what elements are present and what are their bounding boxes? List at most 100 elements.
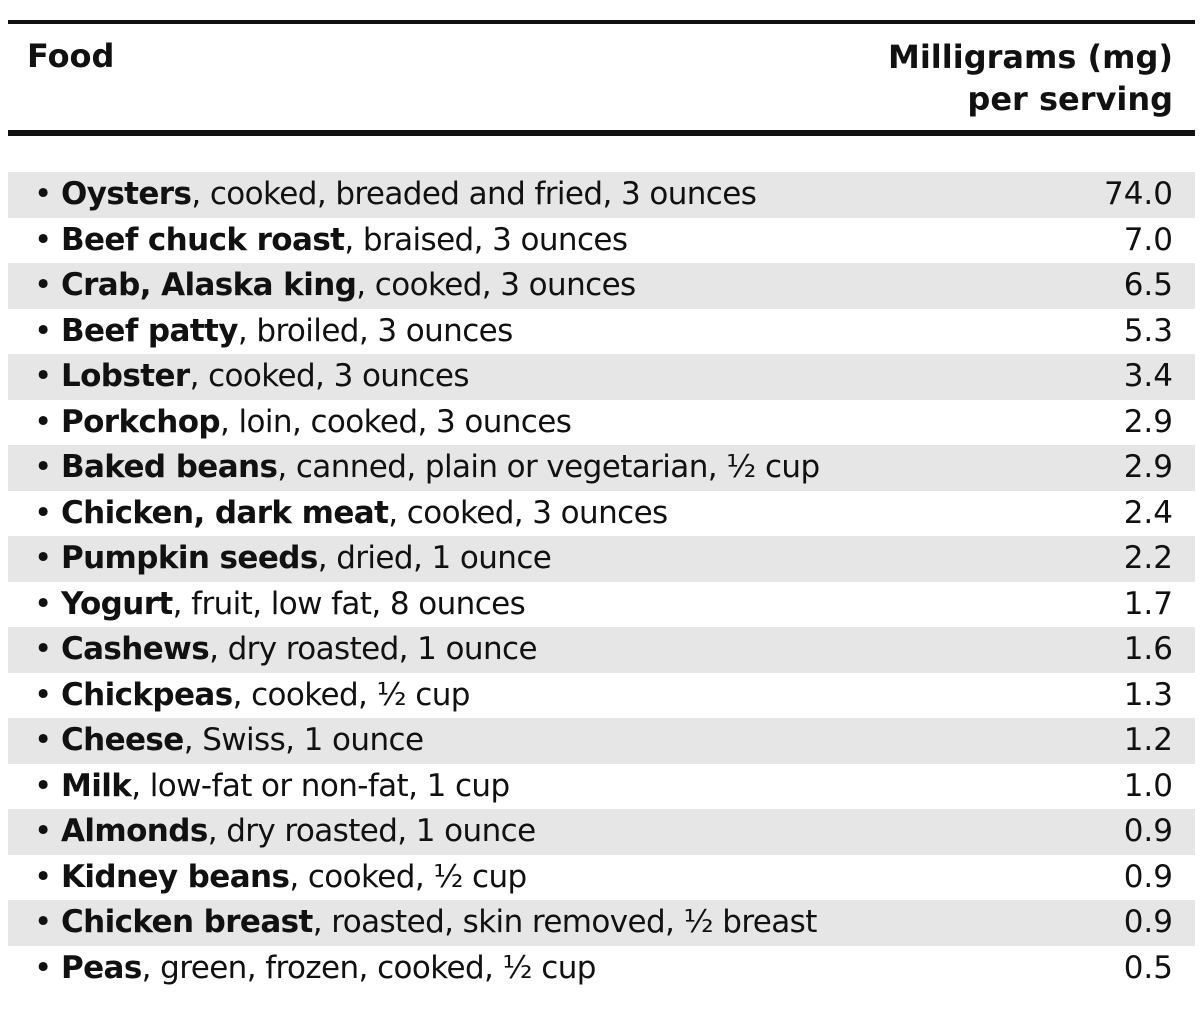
- food-detail: , roasted, skin removed, ½ breast: [312, 904, 818, 940]
- food-cell: • Baked beans, canned, plain or vegetari…: [34, 445, 820, 491]
- table-row: • Chicken breast, roasted, skin removed,…: [8, 900, 1195, 946]
- table-row: • Crab, Alaska king, cooked, 3 ounces 6.5: [8, 263, 1195, 309]
- food-name: Peas: [60, 949, 142, 986]
- column-header-milligrams: Milligrams (mg) per serving: [888, 36, 1173, 120]
- food-cell: • Almonds, dry roasted, 1 ounce: [34, 809, 536, 855]
- column-header-milligrams-line1: Milligrams (mg): [887, 38, 1173, 76]
- bullet: •: [34, 631, 52, 667]
- food-name: Chicken breast: [60, 904, 313, 940]
- bullet: •: [34, 221, 52, 258]
- food-detail: , broiled, 3 ounces: [237, 312, 513, 349]
- food-detail: , cooked, 3 ounces: [189, 358, 470, 394]
- bullet: •: [34, 312, 52, 349]
- table-row: • Pumpkin seeds, dried, 1 ounce 2.2: [8, 536, 1195, 582]
- milligrams-value: 5.3: [1123, 312, 1173, 349]
- milligrams-value: 7.0: [1123, 221, 1173, 258]
- table-row: • Beef chuck roast, braised, 3 ounces 7.0: [8, 218, 1195, 264]
- table-row: • Cheese, Swiss, 1 ounce 1.2: [8, 718, 1195, 764]
- food-cell: • Chickpeas, cooked, ½ cup: [34, 673, 470, 719]
- food-cell: • Peas, green, frozen, cooked, ½ cup: [34, 946, 596, 992]
- bullet: •: [34, 358, 52, 394]
- milligrams-value: 2.9: [1123, 403, 1173, 440]
- table-row: • Porkchop, loin, cooked, 3 ounces 2.9: [8, 400, 1195, 446]
- column-header-milligrams-line2: per serving: [967, 80, 1173, 118]
- food-detail: , cooked, ½ cup: [289, 858, 527, 895]
- bullet: •: [34, 267, 52, 303]
- bullet: •: [34, 676, 52, 713]
- milligrams-value: 1.3: [1123, 676, 1173, 713]
- milligrams-value: 2.4: [1123, 494, 1173, 531]
- food-name: Baked beans: [60, 449, 278, 485]
- milligrams-value: 1.7: [1123, 585, 1173, 622]
- food-cell: • Porkchop, loin, cooked, 3 ounces: [34, 400, 572, 446]
- food-cell: • Chicken, dark meat, cooked, 3 ounces: [34, 491, 668, 537]
- table-top-rule: [8, 20, 1195, 24]
- food-detail: , braised, 3 ounces: [344, 221, 628, 258]
- food-table-body: • Oysters, cooked, breaded and fried, 3 …: [8, 172, 1195, 991]
- food-name: Cashews: [60, 631, 210, 667]
- milligrams-value: 0.9: [1123, 858, 1173, 895]
- milligrams-value: 1.0: [1123, 767, 1173, 804]
- food-name: Beef patty: [60, 312, 239, 349]
- table-row: • Baked beans, canned, plain or vegetari…: [8, 445, 1195, 491]
- food-name: Oysters: [60, 176, 192, 212]
- food-detail: , canned, plain or vegetarian, ½ cup: [277, 449, 820, 485]
- table-row: • Oysters, cooked, breaded and fried, 3 …: [8, 172, 1195, 218]
- header-bottom-rule: [8, 130, 1195, 136]
- milligrams-value: 74.0: [1103, 176, 1173, 212]
- food-cell: • Pumpkin seeds, dried, 1 ounce: [34, 536, 552, 582]
- bullet: •: [34, 585, 52, 622]
- bullet: •: [34, 813, 52, 849]
- bullet: •: [34, 904, 52, 940]
- food-cell: • Beef patty, broiled, 3 ounces: [34, 309, 513, 355]
- food-cell: • Milk, low-fat or non-fat, 1 cup: [34, 764, 510, 810]
- food-name: Yogurt: [60, 585, 173, 622]
- table-row: • Cashews, dry roasted, 1 ounce 1.6: [8, 627, 1195, 673]
- bullet: •: [34, 858, 52, 895]
- food-cell: • Crab, Alaska king, cooked, 3 ounces: [34, 263, 636, 309]
- food-name: Crab, Alaska king: [60, 267, 357, 303]
- food-name: Kidney beans: [60, 858, 290, 895]
- food-detail: , low-fat or non-fat, 1 cup: [131, 767, 510, 804]
- food-cell: • Chicken breast, roasted, skin removed,…: [34, 900, 817, 946]
- table-row: • Chickpeas, cooked, ½ cup 1.3: [8, 673, 1195, 719]
- bullet: •: [34, 540, 52, 576]
- food-name: Cheese: [60, 722, 184, 758]
- food-cell: • Oysters, cooked, breaded and fried, 3 …: [34, 172, 757, 218]
- food-name: Porkchop: [60, 403, 221, 440]
- table-row: • Milk, low-fat or non-fat, 1 cup 1.0: [8, 764, 1195, 810]
- food-name: Chickpeas: [60, 676, 233, 713]
- table-row: • Almonds, dry roasted, 1 ounce 0.9: [8, 809, 1195, 855]
- food-detail: , dried, 1 ounce: [317, 540, 552, 576]
- food-cell: • Kidney beans, cooked, ½ cup: [34, 855, 527, 901]
- milligrams-value: 1.2: [1123, 722, 1173, 758]
- food-name: Milk: [60, 767, 132, 804]
- table-row: • Kidney beans, cooked, ½ cup 0.9: [8, 855, 1195, 901]
- food-detail: , dry roasted, 1 ounce: [209, 631, 537, 667]
- milligrams-value: 6.5: [1123, 267, 1173, 303]
- food-cell: • Cheese, Swiss, 1 ounce: [34, 718, 424, 764]
- food-name: Pumpkin seeds: [60, 540, 318, 576]
- table-row: • Chicken, dark meat, cooked, 3 ounces 2.…: [8, 491, 1195, 537]
- column-header-food: Food: [27, 37, 115, 75]
- bullet: •: [34, 176, 52, 212]
- bullet: •: [34, 949, 52, 986]
- bullet: •: [34, 449, 52, 485]
- food-detail: , green, frozen, cooked, ½ cup: [141, 949, 597, 986]
- food-name: Chicken, dark meat: [60, 494, 389, 531]
- food-detail: , cooked, 3 ounces: [388, 494, 668, 531]
- milligrams-value: 0.5: [1123, 949, 1173, 986]
- food-cell: • Yogurt, fruit, low fat, 8 ounces: [34, 582, 526, 628]
- food-cell: • Beef chuck roast, braised, 3 ounces: [34, 218, 628, 264]
- food-detail: , loin, cooked, 3 ounces: [220, 403, 572, 440]
- food-name: Beef chuck roast: [60, 221, 345, 258]
- milligrams-value: 1.6: [1123, 631, 1173, 667]
- bullet: •: [34, 494, 52, 531]
- milligrams-value: 0.9: [1123, 904, 1173, 940]
- bullet: •: [34, 767, 52, 804]
- food-detail: , cooked, 3 ounces: [356, 267, 636, 303]
- milligrams-value: 2.9: [1123, 449, 1173, 485]
- food-detail: , Swiss, 1 ounce: [183, 722, 424, 758]
- table-row: • Beef patty, broiled, 3 ounces 5.3: [8, 309, 1195, 355]
- bullet: •: [34, 722, 52, 758]
